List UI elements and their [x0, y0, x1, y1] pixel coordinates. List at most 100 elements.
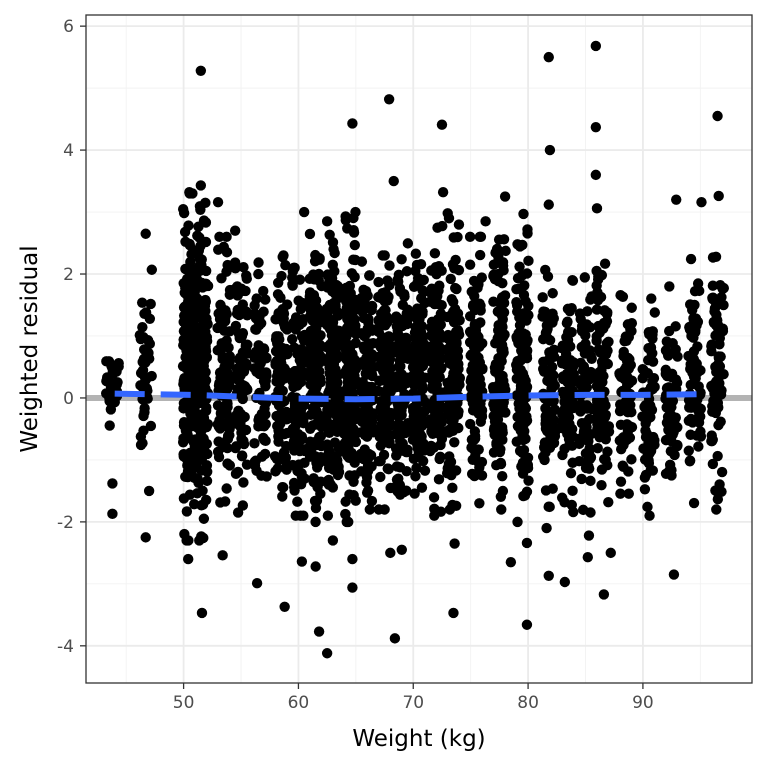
- data-point: [449, 303, 461, 315]
- x-tick-label: 90: [632, 693, 654, 713]
- data-point: [433, 285, 444, 296]
- data-point: [311, 457, 322, 469]
- data-point: [585, 294, 596, 305]
- data-point: [424, 445, 436, 457]
- data-point: [493, 251, 504, 262]
- data-point: [221, 483, 232, 494]
- data-point: [592, 442, 603, 454]
- data-point: [307, 420, 319, 431]
- data-point: [689, 415, 701, 427]
- data-point: [464, 259, 476, 270]
- data-point: [281, 440, 292, 452]
- data-point: [480, 216, 491, 227]
- data-point: [183, 265, 194, 276]
- data-point: [543, 51, 554, 63]
- data-point: [322, 456, 333, 468]
- data-point: [230, 442, 241, 454]
- data-point: [562, 398, 573, 410]
- data-point: [181, 289, 193, 301]
- data-point: [108, 368, 119, 379]
- data-point: [511, 283, 522, 295]
- data-point: [296, 359, 307, 370]
- data-point: [192, 488, 203, 499]
- data-point: [249, 300, 260, 311]
- data-point: [200, 281, 211, 292]
- data-point: [435, 451, 446, 463]
- data-point: [402, 238, 414, 249]
- data-point: [144, 338, 155, 350]
- data-point: [469, 470, 480, 481]
- data-point: [626, 318, 638, 329]
- data-point: [522, 228, 533, 239]
- data-point: [520, 296, 531, 307]
- data-point: [523, 309, 534, 321]
- data-point: [710, 361, 721, 373]
- data-point: [579, 425, 590, 436]
- data-point: [419, 465, 431, 476]
- data-point: [670, 412, 681, 423]
- data-point: [445, 347, 457, 358]
- data-point: [511, 331, 522, 343]
- data-point: [182, 553, 194, 565]
- data-point: [219, 316, 231, 327]
- data-point: [109, 397, 120, 408]
- data-point: [260, 294, 271, 305]
- data-point: [198, 215, 210, 226]
- data-point: [251, 578, 263, 589]
- data-point: [241, 306, 252, 317]
- data-point: [523, 475, 534, 486]
- data-point: [605, 547, 616, 559]
- data-point: [542, 355, 554, 366]
- data-point: [521, 268, 533, 279]
- data-point: [563, 433, 575, 445]
- data-point: [195, 435, 207, 447]
- data-point: [134, 329, 146, 341]
- data-point: [488, 259, 500, 270]
- data-point: [518, 208, 529, 220]
- data-point: [542, 271, 554, 282]
- data-point: [556, 343, 568, 354]
- data-point: [196, 259, 207, 271]
- data-point: [623, 363, 635, 374]
- data-point: [198, 412, 210, 424]
- data-point: [258, 285, 269, 297]
- data-point: [260, 353, 272, 364]
- data-point: [289, 439, 300, 451]
- data-point: [346, 268, 358, 279]
- data-point: [322, 423, 333, 434]
- data-point: [469, 332, 481, 344]
- data-point: [473, 279, 484, 290]
- data-point: [183, 535, 194, 546]
- data-point: [328, 297, 339, 309]
- data-point: [663, 433, 674, 444]
- data-point: [427, 413, 438, 424]
- data-point: [288, 262, 300, 274]
- data-point: [104, 420, 115, 431]
- data-point: [537, 292, 548, 303]
- data-point: [416, 482, 428, 493]
- data-point: [708, 405, 719, 416]
- data-point: [195, 368, 207, 380]
- data-point: [615, 488, 626, 499]
- data-point: [474, 341, 485, 352]
- data-point: [342, 381, 353, 393]
- data-point: [708, 317, 720, 329]
- data-point: [519, 280, 530, 291]
- data-point: [602, 446, 613, 457]
- data-point: [580, 338, 591, 349]
- data-point: [288, 320, 300, 331]
- data-point: [562, 334, 574, 346]
- data-point: [415, 411, 426, 423]
- x-tick-label: 70: [402, 693, 424, 713]
- data-point: [287, 371, 298, 382]
- data-point: [194, 324, 205, 336]
- data-point: [339, 438, 350, 449]
- data-point: [684, 299, 696, 310]
- data-point: [304, 441, 316, 452]
- data-point: [327, 336, 338, 347]
- data-point: [580, 330, 591, 341]
- data-point: [710, 485, 721, 496]
- data-point: [602, 345, 613, 356]
- data-point: [626, 375, 638, 386]
- data-point: [347, 118, 358, 129]
